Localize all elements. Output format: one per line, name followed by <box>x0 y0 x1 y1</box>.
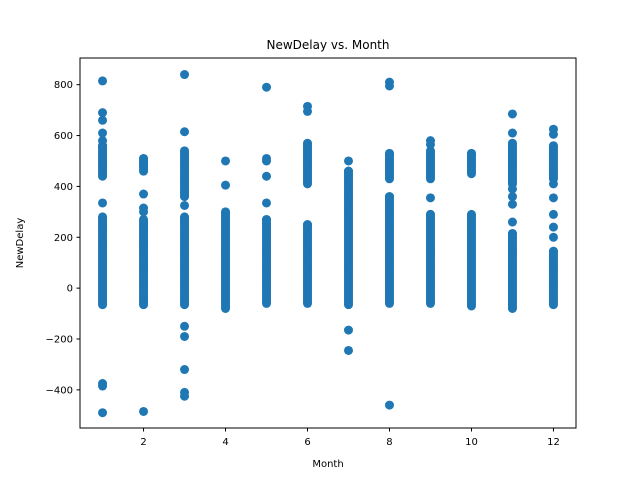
y-tick-label: 200 <box>54 233 73 244</box>
data-point <box>507 184 517 194</box>
data-point <box>344 345 353 355</box>
data-point-dense <box>139 214 149 224</box>
data-point <box>180 200 190 210</box>
data-point <box>139 189 149 199</box>
data-point <box>548 232 558 242</box>
x-tick-label: 12 <box>547 437 560 448</box>
data-point-dense <box>344 166 353 176</box>
data-point-dense <box>425 209 435 219</box>
data-point <box>262 198 272 208</box>
data-point <box>344 325 353 335</box>
data-point <box>507 128 517 138</box>
data-points <box>98 70 558 418</box>
data-point <box>262 82 272 92</box>
data-point <box>507 109 517 119</box>
data-point <box>344 156 353 166</box>
y-tick-label: 800 <box>54 80 73 91</box>
data-point <box>98 198 108 208</box>
data-point <box>221 180 231 190</box>
y-tick-label: 600 <box>54 131 73 142</box>
x-tick-label: 2 <box>140 437 146 448</box>
x-tick-label: 8 <box>386 437 392 448</box>
data-point-dense <box>262 214 272 224</box>
data-point <box>507 199 517 209</box>
data-point-cluster <box>425 146 435 156</box>
data-point <box>548 222 558 232</box>
data-point <box>548 129 558 139</box>
data-point-cluster <box>384 148 394 158</box>
data-point <box>507 192 517 202</box>
data-point <box>180 331 190 341</box>
data-point-cluster <box>180 146 190 156</box>
data-point <box>180 321 190 331</box>
data-point <box>548 193 558 203</box>
data-point <box>139 207 149 217</box>
y-tick-label: −400 <box>46 385 73 396</box>
data-point-dense <box>180 212 190 222</box>
data-point <box>139 406 149 416</box>
y-axis-ticks: −400 −200 0 200 400 600 800 <box>46 80 80 396</box>
data-point <box>262 171 272 181</box>
plot-frame <box>79 57 577 429</box>
data-point <box>180 391 190 401</box>
data-point-dense <box>548 246 558 256</box>
data-point <box>98 108 108 118</box>
data-point <box>98 128 108 138</box>
data-point-cluster <box>139 153 149 163</box>
data-point <box>221 156 231 166</box>
data-point <box>98 381 108 391</box>
data-point-dense <box>303 220 312 230</box>
data-point <box>548 179 558 189</box>
data-point <box>425 139 435 149</box>
data-point <box>98 136 108 146</box>
data-point <box>98 76 108 86</box>
data-point <box>262 156 272 166</box>
data-point-dense <box>98 212 108 222</box>
y-tick-label: 0 <box>67 284 73 295</box>
x-axis-label: Month <box>312 459 343 470</box>
data-point-cluster <box>548 141 558 151</box>
y-axis-label: NewDelay <box>15 218 26 269</box>
data-point <box>384 81 394 91</box>
data-point <box>384 400 394 410</box>
data-point <box>98 408 108 418</box>
data-point <box>507 217 517 227</box>
data-point <box>180 70 190 80</box>
x-axis-ticks: 2 4 6 8 10 12 <box>140 428 560 448</box>
data-point <box>548 209 558 219</box>
x-tick-label: 6 <box>304 437 310 448</box>
data-point <box>98 115 108 125</box>
x-tick-label: 10 <box>465 437 478 448</box>
data-point-dense <box>466 209 476 219</box>
x-tick-label: 4 <box>222 437 228 448</box>
data-point-dense <box>221 207 231 217</box>
data-point <box>180 127 190 137</box>
data-point <box>303 106 312 116</box>
data-point-cluster <box>466 148 476 158</box>
data-point-cluster <box>507 138 517 148</box>
data-point-dense <box>384 192 394 202</box>
y-tick-label: −200 <box>46 334 73 345</box>
data-point <box>425 193 435 203</box>
data-point-cluster <box>303 138 312 148</box>
data-point-dense <box>507 228 517 238</box>
chart-title: NewDelay vs. Month <box>267 38 390 52</box>
y-tick-label: 400 <box>54 182 73 193</box>
data-point <box>180 365 190 375</box>
